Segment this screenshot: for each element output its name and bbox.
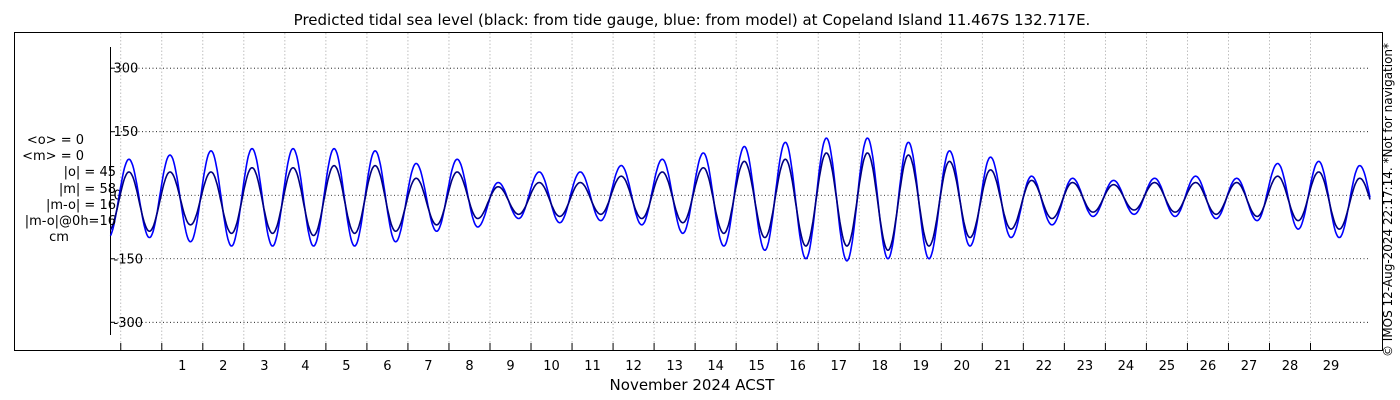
stat-abs-diff-0h: |m-o|@0h=16 [24,214,116,230]
y-tick-label: -300 [114,316,144,331]
x-tick-label: 11 [584,359,601,374]
y-tick-label: -150 [114,252,144,267]
x-tick-label: 13 [666,359,683,374]
x-axis-label: November 2024 ACST [610,376,776,394]
y-axis-ticks: 300 150 0 -150 -300 [110,62,144,331]
stat-mean-model: <m> = 0 [22,149,84,165]
statistics-panel: <o> = 0 <m> = 0 |o| = 45 |m| = 58 |m-o| … [4,133,120,246]
x-tick-label: 24 [1118,359,1135,374]
x-tick-label: 18 [871,359,888,374]
x-tick-label: 8 [465,359,473,374]
x-tick-label: 12 [625,359,642,374]
stat-abs-diff: |m-o| = 16 [45,197,116,213]
x-tick-label: 23 [1077,359,1094,374]
x-tick-label: 6 [383,359,391,374]
x-tick-label: 7 [424,359,432,374]
x-tick-label: 27 [1241,359,1258,374]
x-tick-label: 21 [995,359,1012,374]
x-tick-label: 16 [789,359,806,374]
x-tick-label: 25 [1159,359,1176,374]
x-tick-label: 5 [342,359,350,374]
copyright-text: © IMOS 12-Aug-2024 22:17:14. *Not for na… [1381,42,1395,358]
y-tick-label: 150 [114,125,139,140]
x-tick-label: 20 [954,359,971,374]
y-tick-label: 0 [114,189,122,204]
series-model-line [109,137,1371,262]
chart-title: Predicted tidal sea level (black: from t… [294,11,1091,29]
x-tick-label: 3 [260,359,268,374]
x-tick-label: 29 [1323,359,1340,374]
stat-units: cm [49,230,69,246]
x-tick-label: 19 [912,359,929,374]
x-tick-label: 14 [707,359,724,374]
series-gauge-line [109,152,1371,251]
x-tick-label: 17 [830,359,847,374]
stat-abs-observed: |o| = 45 [63,165,116,181]
x-tick-label: 15 [748,359,765,374]
x-tick-label: 4 [301,359,309,374]
x-tick-label: 26 [1200,359,1217,374]
plot-frame [14,32,1383,351]
x-tick-label: 9 [506,359,514,374]
stat-abs-model: |m| = 58 [58,181,116,197]
x-tick-label: 10 [543,359,560,374]
y-tick-label: 300 [114,62,139,77]
x-tick-label: 2 [219,359,227,374]
x-tick-label: 22 [1036,359,1053,374]
x-axis-ticks: 1 2 3 4 5 6 7 8 9 10 11 12 13 14 15 16 17 18 19 20 21 22 23 24 2… [120,343,1340,374]
x-tick-label: 1 [178,359,186,374]
stat-mean-observed: <o> = 0 [26,133,84,148]
grid-lines [110,33,1370,350]
x-tick-label: 28 [1282,359,1299,374]
series-lines [109,137,1371,262]
